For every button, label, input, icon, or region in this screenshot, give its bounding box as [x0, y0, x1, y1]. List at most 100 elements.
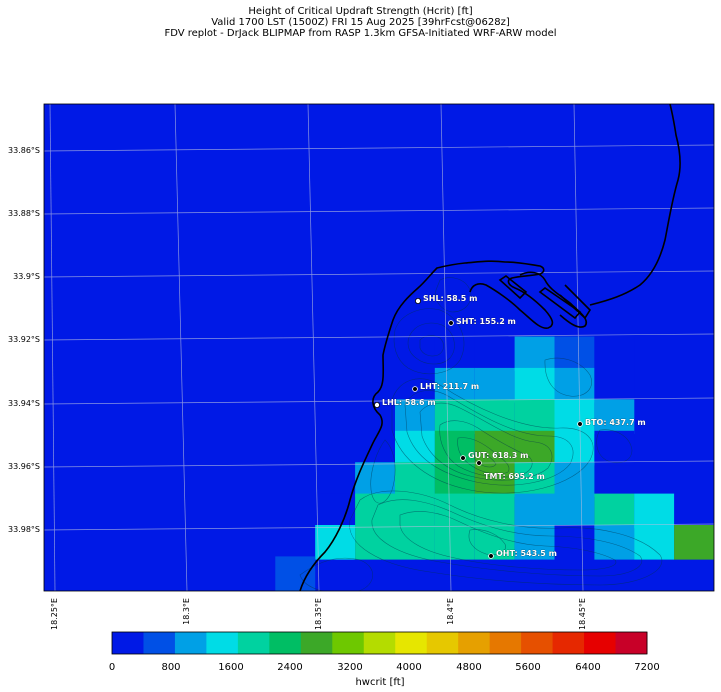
heatmap-cell	[554, 462, 595, 497]
heatmap-cell	[674, 525, 714, 560]
lat-tick-label: 33.86°S	[8, 146, 40, 155]
heatmap-cell	[634, 493, 675, 529]
station-marker-sht	[448, 320, 454, 326]
station-label-shl: SHL: 58.5 m	[423, 294, 477, 303]
heatmap-cell	[355, 525, 395, 560]
colorbar-tick-label: 2400	[277, 662, 302, 673]
colorbar-swatch	[269, 632, 302, 654]
colorbar-label: hwcrit [ft]	[355, 677, 404, 688]
heatmap-cell	[594, 367, 635, 403]
station-marker-gut	[460, 455, 466, 461]
colorbar-swatch	[489, 632, 522, 654]
heatmap-cells	[275, 314, 714, 591]
colorbar-swatch	[615, 632, 648, 654]
heatmap-cell	[474, 462, 515, 497]
heatmap-cell	[434, 367, 475, 403]
heatmap-cell	[434, 399, 475, 434]
station-marker-lht	[412, 386, 418, 392]
heatmap-cell	[275, 525, 316, 560]
colorbar-swatch	[332, 632, 365, 654]
lon-tick-label: 18.3°E	[182, 598, 191, 625]
heatmap-cell	[355, 493, 395, 529]
colorbar-tick-label: 800	[161, 662, 180, 673]
graticule	[44, 104, 714, 591]
heatmap-cell	[474, 430, 515, 466]
lat-tick-label: 33.94°S	[8, 399, 40, 408]
lat-tick-label: 33.88°S	[8, 209, 40, 218]
heatmap-cell	[395, 399, 435, 434]
title-line-2: Valid 1700 LST (1500Z) FRI 15 Aug 2025 […	[211, 17, 510, 28]
station-label-oht: OHT: 543.5 m	[496, 549, 557, 558]
heatmap-cell	[434, 525, 475, 560]
heatmap-cell	[514, 336, 555, 372]
colorbar-tick-label: 1600	[218, 662, 243, 673]
coastline	[299, 104, 681, 591]
heatmap-cell	[554, 525, 595, 560]
colorbar-swatch	[552, 632, 585, 654]
lat-tick-label: 33.9°S	[13, 272, 40, 281]
heatmap-cell	[514, 367, 555, 403]
colorbar-swatch	[206, 632, 239, 654]
colorbar-swatch	[363, 632, 396, 654]
heatmap-cell	[395, 336, 435, 372]
station-markers	[373, 297, 583, 559]
heatmap-cell	[554, 493, 595, 529]
heatmap-cell	[514, 430, 555, 466]
heatmap-cell	[474, 399, 515, 434]
heatmap-cell	[434, 336, 475, 372]
lon-tick-label: 18.35°E	[314, 598, 323, 630]
heatmap-cell	[514, 399, 555, 434]
colorbar-swatch	[112, 632, 144, 654]
heatmap-cell	[634, 525, 675, 560]
colorbar-swatch	[237, 632, 270, 654]
station-marker-tmt	[476, 460, 482, 466]
station-marker-oht	[488, 553, 494, 559]
title-line-1: Height of Critical Updraft Strength (Hcr…	[248, 6, 473, 17]
colorbar-tick-label: 7200	[634, 662, 659, 673]
station-label-tmt: TMT: 695.2 m	[484, 472, 545, 481]
station-marker-lhl	[373, 401, 380, 408]
heatmap-cell	[594, 525, 635, 560]
heatmap-cell	[554, 367, 595, 403]
heatmap-cell	[395, 493, 435, 529]
colorbar-swatch	[426, 632, 459, 654]
heatmap-cell	[434, 493, 475, 529]
heatmap-cell	[315, 525, 356, 560]
colorbar-swatch	[300, 632, 333, 654]
heatmap-cell	[514, 525, 555, 560]
colorbar-tick-label: 3200	[337, 662, 362, 673]
colorbar-swatch	[584, 632, 617, 654]
colorbar-frame	[111, 631, 648, 655]
heatmap-cell	[554, 336, 595, 372]
colorbar-swatch	[143, 632, 176, 654]
heatmap-cell	[315, 493, 356, 529]
colorbar	[112, 632, 648, 654]
heatmap-cell	[474, 525, 515, 560]
lon-tick-label: 18.45°E	[578, 598, 587, 630]
heatmap-cell	[514, 493, 555, 529]
colorbar-swatch	[521, 632, 554, 654]
station-label-lhl: LHL: 58.6 m	[382, 398, 436, 407]
heatmap-cell	[395, 462, 435, 497]
lon-tick-label: 18.25°E	[50, 598, 59, 630]
heatmap-cell	[434, 462, 475, 497]
station-label-bto: BTO: 437.7 m	[585, 418, 646, 427]
heatmap-cell	[434, 430, 475, 466]
heatmap-cell	[594, 399, 635, 434]
colorbar-swatch	[458, 632, 491, 654]
station-marker-shl	[414, 297, 421, 304]
heatmap-cell	[594, 493, 635, 529]
colorbar-swatch	[174, 632, 207, 654]
heatmap-cell	[594, 336, 635, 372]
map-frame	[43, 103, 715, 592]
heatmap-cell	[395, 525, 435, 560]
colorbar-swatch	[395, 632, 428, 654]
heatmap-cell	[474, 367, 515, 403]
heatmap-cell	[554, 430, 595, 466]
station-label-gut: GUT: 618.3 m	[468, 451, 529, 460]
colorbar-ticks: 0 800 1600 2400 3200 4000 4800 5600 6400…	[109, 662, 660, 673]
lon-tick-label: 18.4°E	[446, 598, 455, 625]
station-label-lht: LHT: 211.7 m	[420, 382, 479, 391]
colorbar-tick-label: 0	[109, 662, 115, 673]
